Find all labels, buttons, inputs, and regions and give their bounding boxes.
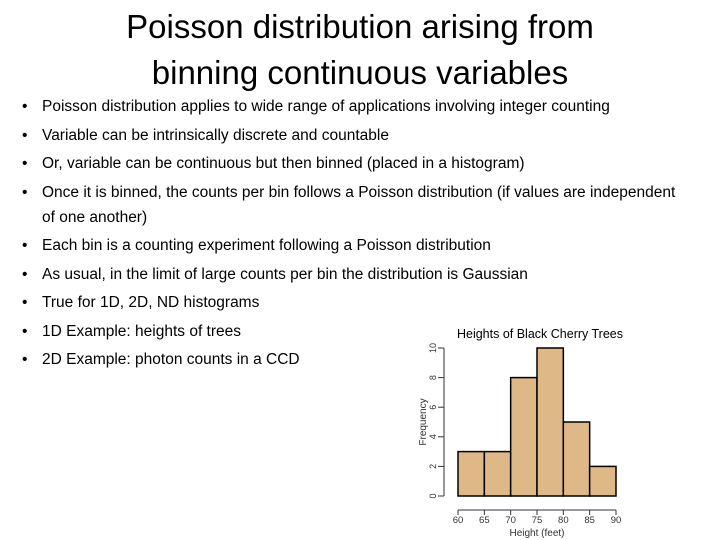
bullet-list: Poisson distribution applies to wide ran… bbox=[22, 94, 690, 376]
x-tick-label: 70 bbox=[505, 515, 516, 526]
bullet: 1D Example: heights of trees bbox=[22, 319, 690, 344]
chart-title: Heights of Black Cherry Trees bbox=[457, 327, 623, 341]
x-tick-label: 60 bbox=[453, 515, 464, 526]
bullet: Variable can be intrinsically discrete a… bbox=[22, 123, 690, 148]
bar bbox=[509, 376, 538, 497]
x-tick-label: 65 bbox=[479, 515, 490, 526]
y-tick-label: 0 bbox=[428, 493, 438, 498]
y-tick-label: 4 bbox=[428, 434, 438, 439]
y-tick-label: 8 bbox=[428, 375, 438, 380]
bar bbox=[457, 450, 486, 497]
y-tick-label: 10 bbox=[428, 343, 438, 353]
bullet: True for 1D, 2D, ND histograms bbox=[22, 290, 690, 315]
bar bbox=[536, 347, 565, 497]
x-tick-label: 85 bbox=[584, 515, 595, 526]
x-tick-label: 80 bbox=[558, 515, 569, 526]
y-axis-label: Frequency bbox=[418, 398, 429, 445]
x-tick-label: 75 bbox=[532, 515, 543, 526]
y-tick-label: 2 bbox=[428, 464, 438, 469]
histogram: Heights of Black Cherry Trees 0 2 4 6 8 10 60 65… bbox=[418, 327, 623, 539]
bullet: As usual, in the limit of large counts p… bbox=[22, 262, 690, 287]
bar bbox=[562, 421, 591, 497]
y-tick-label: 6 bbox=[428, 405, 438, 410]
bullet: 2D Example: photon counts in a CCD bbox=[22, 347, 690, 372]
bar bbox=[588, 465, 617, 497]
bullet: Poisson distribution applies to wide ran… bbox=[22, 94, 690, 119]
bullet: Once it is binned, the counts per bin fo… bbox=[22, 180, 690, 230]
slide-title: Poisson distribution arising from binnin… bbox=[126, 8, 594, 91]
bullet: Each bin is a counting experiment follow… bbox=[22, 233, 690, 258]
x-tick-label: 90 bbox=[611, 515, 622, 526]
bar bbox=[483, 450, 512, 497]
bullet: Or, variable can be continuous but then … bbox=[22, 151, 690, 176]
x-axis-label: Height (feet) bbox=[509, 528, 564, 539]
